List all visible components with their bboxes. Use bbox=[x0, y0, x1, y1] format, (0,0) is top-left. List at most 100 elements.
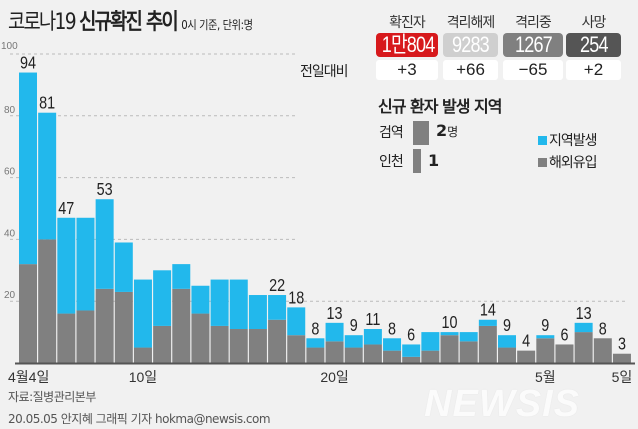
chart-title: 코로나19 신규확진 추이 0시 기준, 단위:명 bbox=[8, 10, 253, 35]
data-label: 9 bbox=[503, 316, 511, 336]
bar-imported bbox=[440, 335, 459, 363]
region-value-0: 2명 bbox=[436, 121, 459, 140]
y-tick-label: 80 bbox=[4, 105, 16, 116]
bar-imported bbox=[248, 329, 267, 363]
data-label: 3 bbox=[618, 334, 626, 354]
legend-swatch-local bbox=[538, 136, 547, 145]
bar-local bbox=[344, 335, 363, 348]
region-title: 신규 환자 발생 지역 bbox=[378, 97, 502, 116]
region-value-1: 1 bbox=[428, 151, 440, 170]
data-label: 11 bbox=[365, 310, 380, 330]
region-bar-0 bbox=[413, 121, 429, 145]
bar-local bbox=[229, 279, 248, 330]
stat-label-isolated: 격리중 bbox=[515, 15, 552, 31]
data-label: 8 bbox=[311, 319, 319, 339]
diff-isolated: −65 bbox=[503, 60, 563, 80]
x-tick-label: 5일 bbox=[612, 369, 633, 385]
bar-imported bbox=[229, 329, 248, 363]
credit: 20.05.05 안지혜 그래픽 기자 hokma@newsis.com bbox=[8, 412, 271, 426]
legend-swatch-imported bbox=[538, 158, 547, 167]
bar-local bbox=[421, 332, 440, 351]
x-tick-label: 20일 bbox=[320, 369, 348, 385]
bar-imported bbox=[536, 338, 555, 363]
data-label: 81 bbox=[39, 93, 55, 113]
bar-imported bbox=[612, 353, 631, 363]
data-label: 22 bbox=[269, 276, 285, 296]
bar-imported bbox=[210, 325, 229, 363]
bar-local bbox=[536, 335, 555, 339]
bar-imported bbox=[363, 344, 382, 363]
bar-local bbox=[19, 72, 37, 265]
stat-confirmed: 1만804 bbox=[376, 33, 438, 57]
bar-imported bbox=[478, 325, 497, 363]
stat-label-released: 격리해제 bbox=[446, 15, 496, 31]
bar-local bbox=[363, 329, 382, 345]
data-label: 6 bbox=[407, 325, 415, 345]
bar-imported bbox=[76, 310, 95, 363]
data-label: 53 bbox=[97, 180, 113, 200]
bar-local bbox=[172, 264, 191, 289]
bar-imported bbox=[172, 288, 191, 363]
x-tick-label: 10일 bbox=[129, 369, 157, 385]
data-label: 9 bbox=[541, 316, 549, 336]
data-label: 18 bbox=[288, 288, 304, 308]
bar-local bbox=[383, 338, 402, 351]
bar-imported bbox=[325, 341, 344, 363]
data-label: 9 bbox=[350, 316, 358, 336]
data-label: 13 bbox=[327, 303, 343, 323]
bar-local bbox=[210, 279, 229, 326]
bar-imported bbox=[421, 350, 440, 363]
bar-local bbox=[440, 332, 459, 336]
region-bar-1 bbox=[413, 149, 421, 173]
bar-imported bbox=[517, 350, 536, 363]
bar-imported bbox=[38, 239, 57, 363]
data-label: 13 bbox=[576, 303, 592, 323]
y-tick-label: 60 bbox=[4, 167, 16, 178]
bar-imported bbox=[268, 319, 287, 363]
bar-local bbox=[325, 322, 344, 342]
data-label: 10 bbox=[442, 313, 458, 333]
bar-local bbox=[191, 285, 210, 314]
data-label: 47 bbox=[58, 198, 74, 218]
bar-local bbox=[95, 199, 114, 289]
data-label: 14 bbox=[480, 300, 496, 320]
bar-local bbox=[459, 332, 478, 342]
bar-local bbox=[248, 295, 267, 330]
bar-imported bbox=[95, 288, 114, 363]
bar-imported bbox=[114, 291, 133, 363]
bar-local bbox=[57, 217, 76, 314]
data-label: 6 bbox=[560, 325, 568, 345]
bar-local bbox=[133, 279, 152, 348]
bar-local bbox=[306, 338, 325, 348]
data-label: 8 bbox=[388, 319, 396, 339]
bar-local bbox=[287, 307, 306, 336]
bar-local bbox=[498, 335, 516, 348]
y-tick-label: 20 bbox=[4, 290, 16, 301]
bar-imported bbox=[402, 356, 421, 363]
legend-imported: 해외유입 bbox=[538, 152, 598, 172]
diff-released: +66 bbox=[443, 60, 498, 80]
bar-local bbox=[114, 242, 133, 292]
bar-imported bbox=[57, 313, 76, 363]
newsis-logo: NEWSIS bbox=[424, 383, 580, 425]
legend-local: 지역발생 bbox=[538, 130, 598, 150]
data-label: 8 bbox=[599, 319, 607, 339]
bar-imported bbox=[19, 264, 37, 363]
diff-confirmed: +3 bbox=[376, 60, 438, 80]
bar-imported bbox=[555, 344, 574, 363]
bar-local bbox=[38, 112, 57, 240]
x-tick-label: 4월4일 bbox=[8, 369, 49, 385]
stat-label-confirmed: 확진자 bbox=[389, 15, 426, 31]
bar-local bbox=[153, 270, 172, 326]
region-name-1: 인천 bbox=[379, 154, 404, 170]
bar-imported bbox=[383, 350, 402, 363]
bar-imported bbox=[574, 332, 593, 363]
basis-note: 0시 기준, 단위:명 bbox=[181, 18, 253, 32]
diff-deaths: +2 bbox=[566, 60, 621, 80]
region-name-0: 검역 bbox=[379, 125, 404, 141]
bar-local bbox=[574, 322, 593, 333]
source: 자료:질병관리본부 bbox=[8, 390, 96, 404]
bar-imported bbox=[133, 347, 152, 363]
bar-imported bbox=[344, 347, 363, 363]
